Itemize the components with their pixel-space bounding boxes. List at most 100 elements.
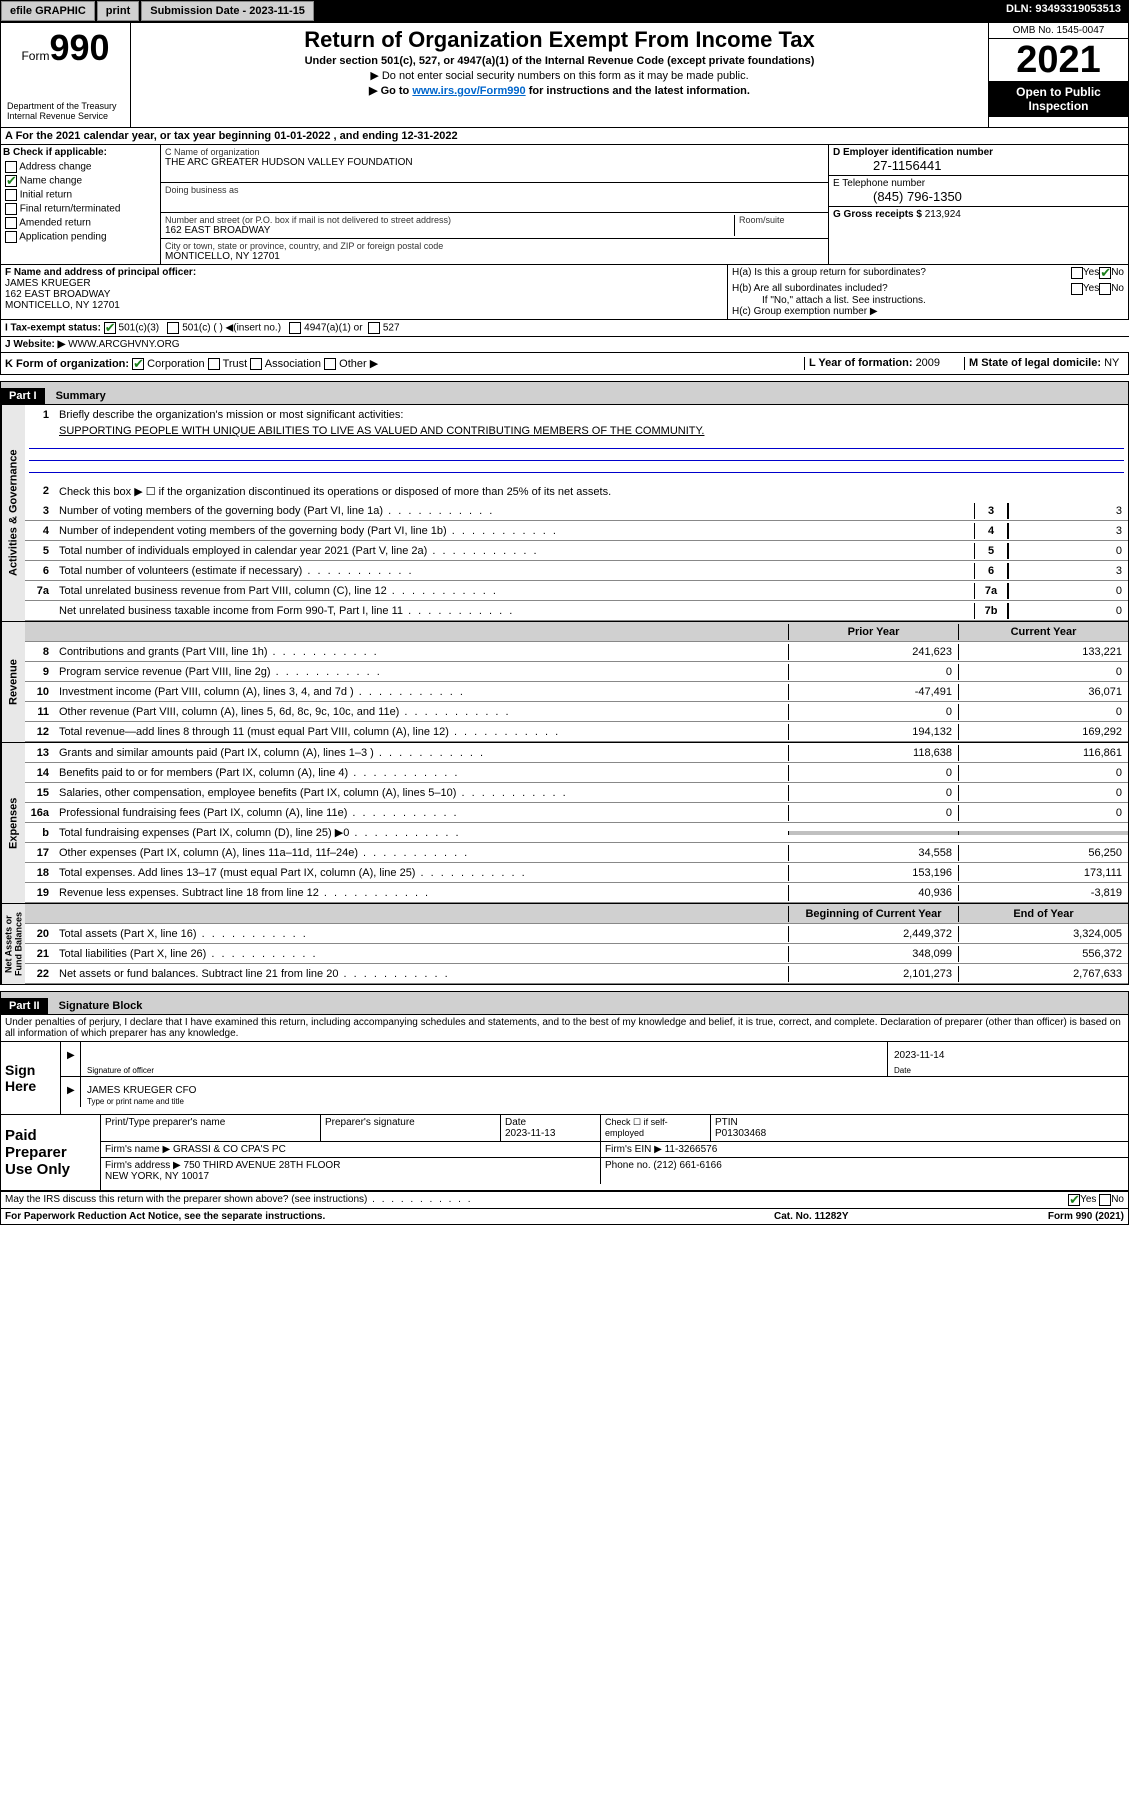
- year-formation: 2009: [916, 357, 940, 369]
- sig-date-label: Date: [894, 1066, 911, 1075]
- line-16a: 16aProfessional fundraising fees (Part I…: [25, 803, 1128, 823]
- part1-net-assets: Net Assets or Fund Balances Beginning of…: [0, 904, 1129, 985]
- h-b-note: If "No," attach a list. See instructions…: [732, 295, 1124, 306]
- row-i: I Tax-exempt status: 501(c)(3) 501(c) ( …: [0, 320, 1129, 337]
- line-17: 17Other expenses (Part IX, column (A), l…: [25, 843, 1128, 863]
- trust-check[interactable]: [208, 358, 220, 370]
- h-b-yes-check[interactable]: [1071, 283, 1083, 295]
- domicile: NY: [1104, 357, 1119, 369]
- line-7b: Net unrelated business taxable income fr…: [25, 601, 1128, 621]
- preparer-header: Paid Preparer Use Only: [1, 1115, 101, 1190]
- omb-number: OMB No. 1545-0047: [989, 23, 1128, 39]
- row-j: J Website: ▶ WWW.ARCGHVNY.ORG: [0, 337, 1129, 353]
- 527-check[interactable]: [368, 322, 380, 334]
- h-a-yes: Yes: [1083, 267, 1099, 279]
- goto-post: for instructions and the latest informat…: [526, 85, 750, 97]
- 501c3-check[interactable]: [104, 322, 116, 334]
- col-begin: Beginning of Current Year: [788, 906, 958, 922]
- checkbox-icon[interactable]: [5, 231, 17, 243]
- line-8: 8Contributions and grants (Part VIII, li…: [25, 642, 1128, 662]
- opt-501c3: 501(c)(3): [119, 323, 160, 334]
- line-14: 14Benefits paid to or for members (Part …: [25, 763, 1128, 783]
- check-application-pending[interactable]: Application pending: [1, 230, 160, 244]
- org-name: THE ARC GREATER HUDSON VALLEY FOUNDATION: [165, 157, 824, 168]
- check-address-change[interactable]: Address change: [1, 160, 160, 174]
- section-a-tax-year: A For the 2021 calendar year, or tax yea…: [0, 128, 1129, 145]
- ptin: P01303468: [715, 1128, 766, 1139]
- firm-ein: 11-3266576: [665, 1144, 718, 1155]
- print-button[interactable]: print: [97, 1, 139, 21]
- goto-pre: ▶ Go to: [369, 85, 412, 97]
- phone-label: E Telephone number: [833, 178, 1124, 189]
- form-subtitle-1: Under section 501(c), 527, or 4947(a)(1)…: [135, 55, 984, 67]
- line-13: 13Grants and similar amounts paid (Part …: [25, 743, 1128, 763]
- sig-date: 2023-11-14: [894, 1050, 944, 1061]
- irs-link[interactable]: www.irs.gov/Form990: [412, 85, 525, 97]
- line-5: 5Total number of individuals employed in…: [25, 541, 1128, 561]
- line-7a: 7aTotal unrelated business revenue from …: [25, 581, 1128, 601]
- officer-addr: 162 EAST BROADWAY MONTICELLO, NY 12701: [5, 289, 723, 311]
- checkbox-icon[interactable]: [5, 161, 17, 173]
- part1-expenses: Expenses 13Grants and similar amounts pa…: [0, 743, 1129, 904]
- h-a-no-check[interactable]: [1099, 267, 1111, 279]
- check-initial-return[interactable]: Initial return: [1, 188, 160, 202]
- part1-title: Summary: [48, 390, 106, 402]
- part1-header: Part I: [1, 388, 45, 404]
- other-check[interactable]: [324, 358, 336, 370]
- line-6: 6Total number of volunteers (estimate if…: [25, 561, 1128, 581]
- h-a-label: H(a) Is this a group return for subordin…: [732, 267, 1071, 279]
- opt-corp: Corporation: [147, 358, 204, 370]
- self-emp-check[interactable]: Check ☐ if self-employed: [605, 1117, 668, 1138]
- check-amended-return[interactable]: Amended return: [1, 216, 160, 230]
- submission-date-label: Submission Date - 2023-11-15: [141, 1, 314, 21]
- discuss-row: May the IRS discuss this return with the…: [0, 1191, 1129, 1209]
- penalty-text: Under penalties of perjury, I declare th…: [0, 1015, 1129, 1042]
- ein-label: D Employer identification number: [833, 147, 1124, 158]
- assoc-check[interactable]: [250, 358, 262, 370]
- discuss-yes-check[interactable]: [1068, 1194, 1080, 1206]
- line-b: bTotal fundraising expenses (Part IX, co…: [25, 823, 1128, 843]
- q1-label: Briefly describe the organization's miss…: [55, 407, 1128, 423]
- check-name-change[interactable]: Name change: [1, 174, 160, 188]
- corp-check[interactable]: [132, 358, 144, 370]
- year-formation-label: L Year of formation:: [809, 357, 916, 369]
- prep-phone: (212) 661-6166: [653, 1160, 721, 1171]
- h-a-yes-check[interactable]: [1071, 267, 1083, 279]
- addr-label: Number and street (or P.O. box if mail i…: [165, 215, 734, 225]
- efile-graphic-label: efile GRAPHIC: [1, 1, 95, 21]
- part2-title: Signature Block: [51, 1000, 143, 1012]
- discuss-no-check[interactable]: [1099, 1194, 1111, 1206]
- 4947-check[interactable]: [289, 322, 301, 334]
- line-9: 9Program service revenue (Part VIII, lin…: [25, 662, 1128, 682]
- firm-name: GRASSI & CO CPA'S PC: [173, 1144, 286, 1155]
- discuss-question: May the IRS discuss this return with the…: [5, 1194, 1068, 1206]
- checkbox-icon[interactable]: [5, 175, 17, 187]
- line-19: 19Revenue less expenses. Subtract line 1…: [25, 883, 1128, 903]
- topbar: efile GRAPHIC print Submission Date - 20…: [0, 0, 1129, 22]
- gross-receipts-label: G Gross receipts $: [833, 209, 925, 220]
- line-12: 12Total revenue—add lines 8 through 11 (…: [25, 722, 1128, 742]
- signature-block: Sign Here ▶ Signature of officer 2023-11…: [0, 1042, 1129, 1115]
- line-22: 22Net assets or fund balances. Subtract …: [25, 964, 1128, 984]
- 501c-check[interactable]: [167, 322, 179, 334]
- line-10: 10Investment income (Part VIII, column (…: [25, 682, 1128, 702]
- footer: For Paperwork Reduction Act Notice, see …: [0, 1209, 1129, 1225]
- form-number-990: 990: [49, 27, 109, 68]
- sig-arrow-icon: ▶: [61, 1042, 81, 1076]
- line-15: 15Salaries, other compensation, employee…: [25, 783, 1128, 803]
- h-b-no: No: [1111, 283, 1124, 295]
- part2-header: Part II: [1, 998, 48, 1014]
- checkbox-icon[interactable]: [5, 189, 17, 201]
- check-final-return-terminated[interactable]: Final return/terminated: [1, 202, 160, 216]
- opt-527: 527: [383, 323, 400, 334]
- prep-name-label: Print/Type preparer's name: [105, 1117, 225, 1128]
- checkbox-icon[interactable]: [5, 217, 17, 229]
- prep-date: 2023-11-13: [505, 1128, 555, 1139]
- checkbox-icon[interactable]: [5, 203, 17, 215]
- opt-501c: 501(c) ( ) ◀(insert no.): [182, 323, 281, 334]
- row-f-h: F Name and address of principal officer:…: [0, 265, 1129, 320]
- h-b-no-check[interactable]: [1099, 283, 1111, 295]
- sig-officer-label: Signature of officer: [87, 1066, 154, 1075]
- q2-text: Check this box ▶ ☐ if the organization d…: [55, 483, 1128, 500]
- tax-exempt-label: I Tax-exempt status:: [5, 323, 101, 334]
